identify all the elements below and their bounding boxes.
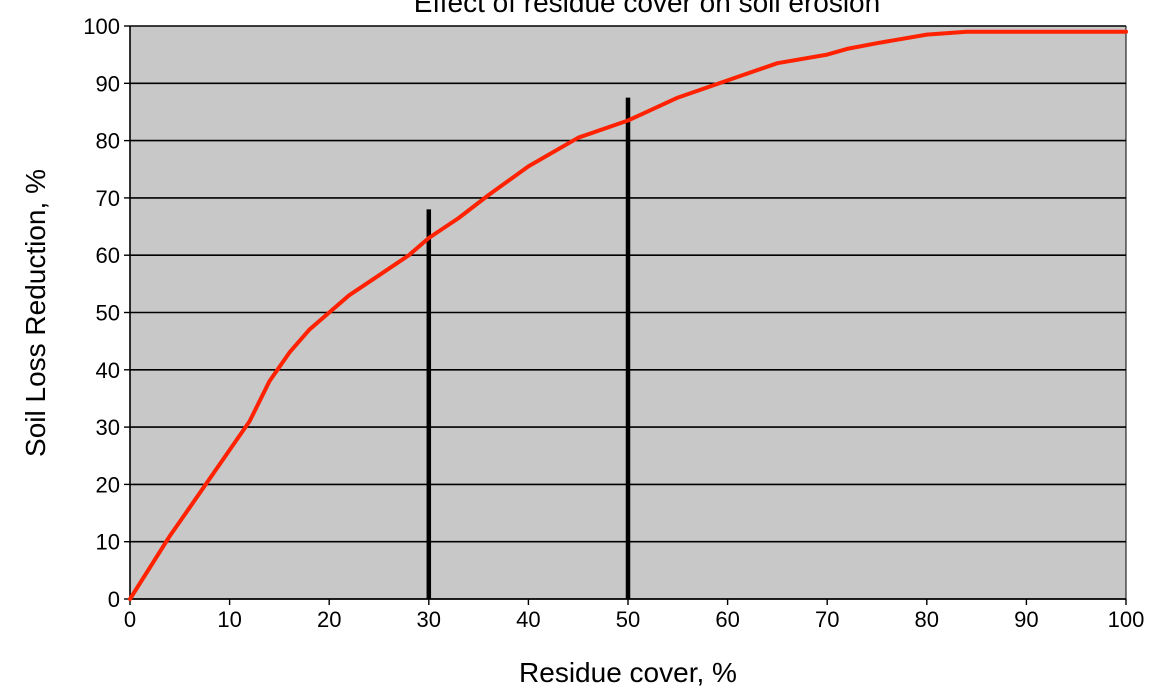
- y-tick-label-50: 50: [96, 301, 120, 326]
- data-point: [208, 477, 212, 481]
- x-tick-label-10: 10: [217, 607, 241, 632]
- y-tick-label-0: 0: [108, 587, 120, 612]
- data-point: [267, 379, 272, 383]
- reference-lines: [426, 97, 631, 599]
- y-axis-title: Soil Loss Reduction, %: [20, 169, 51, 457]
- data-point: [427, 236, 431, 240]
- y-tick-label-100: 100: [83, 14, 120, 39]
- y-tick-labels: 0 10 20 30 40 50 60 70 80 90 100: [83, 14, 120, 612]
- data-point: [377, 273, 381, 277]
- data-point: [168, 534, 172, 538]
- x-tick-label-80: 80: [915, 607, 939, 632]
- data-point: [148, 565, 152, 570]
- data-point: [347, 293, 351, 297]
- x-tick-label-0: 0: [124, 607, 136, 632]
- data-point: [1024, 30, 1028, 34]
- data-point: [486, 193, 491, 197]
- y-tick-label-80: 80: [96, 129, 120, 154]
- data-point: [676, 96, 680, 100]
- x-tick-label-20: 20: [317, 607, 341, 632]
- data-point: [526, 164, 531, 168]
- data-point: [188, 505, 192, 509]
- data-point: [247, 419, 252, 423]
- x-tick-label-40: 40: [516, 607, 540, 632]
- y-tick-label-60: 60: [96, 243, 120, 268]
- y-tick-label-20: 20: [96, 472, 120, 497]
- data-point: [128, 597, 132, 601]
- data-point: [457, 216, 461, 220]
- data-point: [626, 118, 630, 123]
- data-point: [875, 41, 879, 45]
- x-tick-label-70: 70: [815, 607, 839, 632]
- data-point: [965, 30, 969, 34]
- data-point: [845, 47, 849, 51]
- series-group: [128, 29, 1128, 601]
- y-tick-label-10: 10: [96, 530, 120, 555]
- x-tick-labels: 0 10 20 30 40 50 60 70 80 90 100: [124, 607, 1144, 632]
- data-point: [726, 78, 730, 83]
- data-point: [925, 32, 929, 37]
- x-tick-label-60: 60: [715, 607, 739, 632]
- chart-title: Effect of residue cover on soil erosion: [414, 0, 880, 18]
- data-point: [407, 253, 411, 257]
- data-point: [307, 328, 311, 332]
- x-tick-label-30: 30: [417, 607, 441, 632]
- data-point: [576, 136, 580, 140]
- y-tick-label-90: 90: [96, 71, 120, 96]
- series-line-0: [128, 29, 1128, 601]
- data-point: [287, 351, 291, 355]
- data-point: [228, 448, 232, 452]
- data-point: [775, 61, 780, 65]
- y-tick-label-30: 30: [96, 415, 120, 440]
- x-tick-label-90: 90: [1014, 607, 1038, 632]
- x-tick-label-100: 100: [1108, 607, 1145, 632]
- x-axis-title: Residue cover, %: [519, 657, 737, 688]
- data-point: [825, 53, 829, 57]
- data-point: [327, 310, 331, 315]
- y-tick-label-70: 70: [96, 186, 120, 211]
- x-tick-label-50: 50: [616, 607, 640, 632]
- data-point: [1124, 30, 1128, 34]
- y-tick-label-40: 40: [96, 358, 120, 383]
